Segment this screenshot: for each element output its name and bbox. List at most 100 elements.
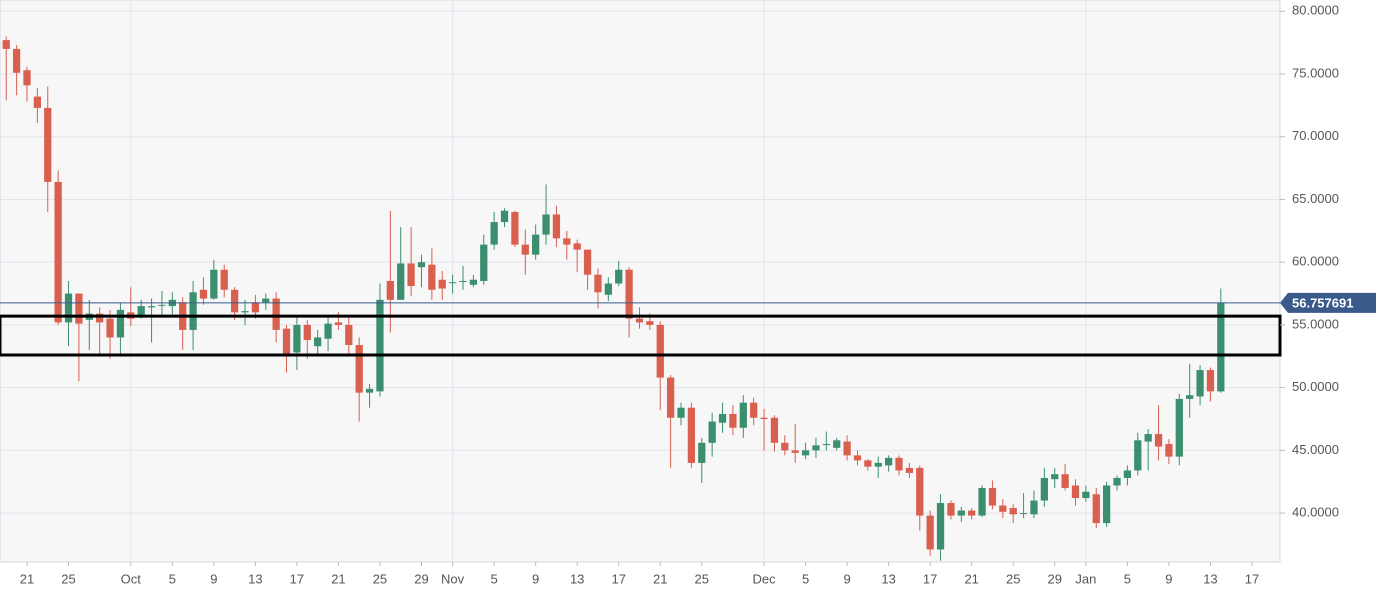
candle-body [905,467,914,473]
y-tick-label: 60.0000 [1292,254,1339,269]
candle-body [23,70,31,86]
candle-body [666,377,675,418]
candle-body [262,298,270,303]
candle-body [1217,302,1225,392]
last-price-tag [1280,292,1376,313]
candle-body [1040,477,1048,501]
candle-body [874,462,882,467]
candle-body [594,274,602,293]
candle-body [677,407,685,418]
candle-body [334,322,343,325]
x-tick-label: Nov [441,571,465,586]
candle-body [1019,513,1028,515]
candle-body [438,279,446,289]
candle-body [12,48,21,73]
candle-body [781,442,789,451]
y-tick-label: 50.0000 [1292,379,1339,394]
candle-body [314,337,322,347]
candle-body [230,289,239,313]
x-tick-label: Jan [1075,571,1096,586]
candle-body [365,388,374,393]
last-price-label: 56.757691 [1292,295,1353,310]
candle-body [750,402,758,418]
candle-body [469,279,478,285]
candle-body [1061,474,1069,488]
candle-body [729,413,737,428]
x-tick-label: 29 [414,571,428,586]
x-tick-label: 17 [290,571,304,586]
candle-body [573,243,581,250]
candle-body [324,323,332,339]
x-tick-label: 9 [1165,571,1172,586]
candle-body [812,445,820,451]
candle-body [376,299,384,392]
candle-body [33,96,42,108]
candle-body [833,440,841,448]
candle-body [968,510,976,516]
y-tick-label: 45.0000 [1292,442,1339,457]
candle-body [293,324,301,353]
x-tick-label: 17 [923,571,937,586]
candle-body [615,269,623,284]
candle-body [1196,370,1204,397]
candle-body [210,269,218,299]
y-tick-label: 40.0000 [1292,505,1339,520]
candle-body [96,313,104,323]
candle-body [64,293,73,323]
candle-body [480,244,488,281]
candle-body [158,304,166,306]
candle-body [583,249,592,275]
x-tick-label: 17 [1245,571,1259,586]
candle-body [563,238,571,245]
candle-body [189,292,197,330]
candle-body [303,324,311,340]
candle-body [801,450,810,456]
candle-body [448,282,457,284]
candle-body [1113,477,1121,486]
candle-body [687,407,696,463]
highlight-zone [0,314,1282,357]
candle-body [500,210,509,223]
candle-body [220,269,228,290]
candle-body [1071,485,1080,499]
candle-body [957,510,965,516]
candle-body [853,455,862,461]
candle-body [282,328,291,354]
y-tick-label: 55.0000 [1292,316,1339,331]
candle-body [44,107,52,182]
x-tick-label: 5 [1124,571,1131,586]
overlay: 56.757691 [0,292,1376,357]
candle-body [604,283,612,295]
candle-body [542,214,550,235]
candle-body [397,263,405,300]
candle-body [999,505,1007,512]
candle-body [635,318,644,323]
candle-body [386,281,394,300]
candle-body [1030,500,1038,515]
grid [0,0,1280,562]
y-tick-label: 65.0000 [1292,191,1339,206]
x-tick-label: 9 [532,571,539,586]
candle-body [1144,434,1152,442]
x-tick-label: 9 [843,571,850,586]
x-tick-label: 25 [695,571,709,586]
x-tick-label: 13 [570,571,584,586]
candle-body [521,244,529,255]
candle-body [739,402,747,428]
y-tick-label: 75.0000 [1292,65,1339,80]
candle-body [1186,395,1194,399]
candles [2,36,1225,561]
candle-body [718,413,727,423]
candle-body [1206,370,1215,392]
candle-body [1134,440,1142,471]
candle-body [407,263,415,287]
candle-body [355,344,363,393]
x-tick-label: 13 [1203,571,1217,586]
candle-body [106,318,114,338]
candle-body [116,309,125,338]
candle-body [241,311,249,313]
candle-body [625,269,633,319]
y-tick-label: 80.0000 [1292,3,1339,18]
y-tick-label: 70.0000 [1292,128,1339,143]
